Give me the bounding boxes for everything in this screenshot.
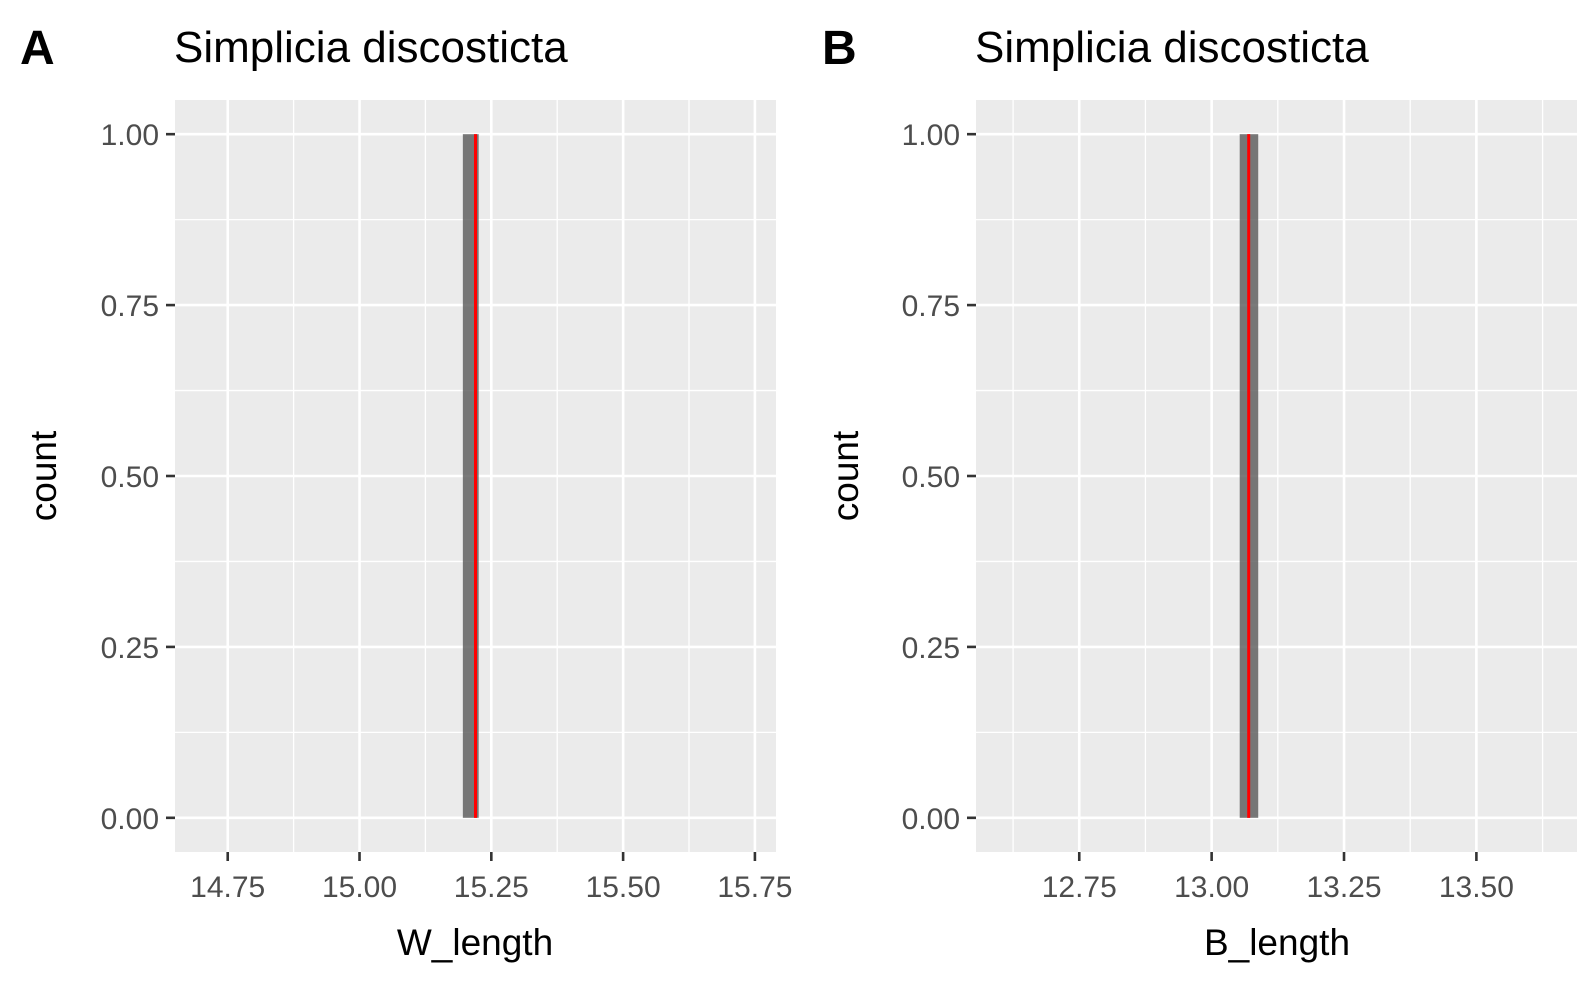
x-tick-label: 13.00 bbox=[1174, 871, 1249, 904]
chart-title: Simplicia discosticta bbox=[174, 23, 568, 72]
panel-a: A Simplicia discosticta 0.00 0.25 0.50 0.75… bbox=[20, 22, 792, 963]
x-tick-label: 13.25 bbox=[1306, 871, 1381, 904]
x-axis-title: B_length bbox=[1204, 922, 1350, 963]
y-axis-title: count bbox=[825, 430, 866, 521]
y-tick-label: 0.75 bbox=[902, 290, 960, 323]
y-tick-label: 0.00 bbox=[902, 803, 960, 836]
y-tick-label: 0.75 bbox=[101, 290, 159, 323]
y-tick-label: 0.25 bbox=[902, 632, 960, 665]
y-tick-label: 0.25 bbox=[101, 632, 159, 665]
x-tick-label: 14.75 bbox=[190, 871, 265, 904]
panel-letter: B bbox=[822, 22, 857, 75]
y-tick-label: 0.50 bbox=[101, 461, 159, 494]
y-axis: 0.00 0.25 0.50 0.75 1.00 bbox=[902, 119, 976, 836]
major-gridlines bbox=[976, 100, 1577, 852]
x-tick-label: 13.50 bbox=[1439, 871, 1514, 904]
x-axis: 12.75 13.00 13.25 13.50 bbox=[1042, 852, 1514, 904]
panel-letter: A bbox=[20, 22, 55, 75]
x-tick-label: 15.75 bbox=[717, 871, 792, 904]
x-tick-label: 15.50 bbox=[586, 871, 661, 904]
x-tick-label: 15.00 bbox=[322, 871, 397, 904]
y-tick-label: 0.50 bbox=[902, 461, 960, 494]
x-axis-title: W_length bbox=[397, 922, 553, 963]
chart-title: Simplicia discosticta bbox=[975, 23, 1369, 72]
x-axis: 14.75 15.00 15.25 15.50 15.75 bbox=[190, 852, 792, 904]
x-tick-label: 12.75 bbox=[1042, 871, 1117, 904]
x-tick-label: 15.25 bbox=[454, 871, 529, 904]
y-tick-label: 1.00 bbox=[902, 119, 960, 152]
y-tick-label: 0.00 bbox=[101, 803, 159, 836]
panel-b: B Simplicia discosticta 0.00 0.25 0.50 0.75… bbox=[822, 22, 1577, 963]
y-axis: 0.00 0.25 0.50 0.75 1.00 bbox=[101, 119, 175, 836]
y-tick-label: 1.00 bbox=[101, 119, 159, 152]
y-axis-title: count bbox=[23, 430, 64, 521]
